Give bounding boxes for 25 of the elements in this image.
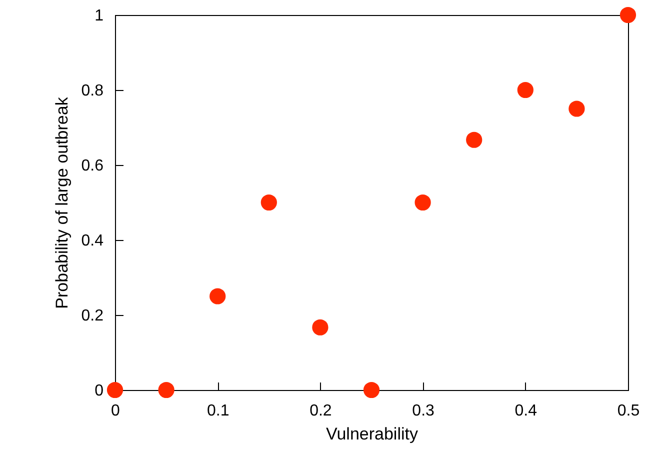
point (312, 319, 328, 336)
point (210, 288, 226, 304)
y-tick-label: 0.4 (81, 232, 104, 250)
point (106, 382, 124, 398)
x-tick-label: 0.4 (514, 402, 538, 420)
x-tick-label: 0 (111, 402, 120, 420)
point (517, 82, 534, 98)
x-axis-title: Vulnerability (326, 424, 418, 444)
point (568, 100, 585, 117)
point (260, 194, 277, 211)
x-tick-label: 0.5 (617, 402, 640, 420)
y-tick-label: 1 (94, 8, 104, 24)
point (158, 382, 174, 398)
y-tick-label: 0.2 (81, 308, 104, 324)
point (414, 194, 431, 211)
x-tick-label: 0.3 (412, 402, 435, 420)
y-tick-label: 0 (94, 382, 104, 400)
x-tick-label: 0.2 (310, 402, 332, 420)
y-tick-label: 0.8 (81, 82, 104, 100)
point (620, 6, 636, 24)
point (466, 132, 482, 148)
y-axis-title: Probability of large outbreak (52, 96, 72, 309)
y-tick-label: 0.6 (81, 158, 104, 174)
point (363, 382, 380, 398)
x-tick-label: 0.1 (206, 402, 230, 420)
